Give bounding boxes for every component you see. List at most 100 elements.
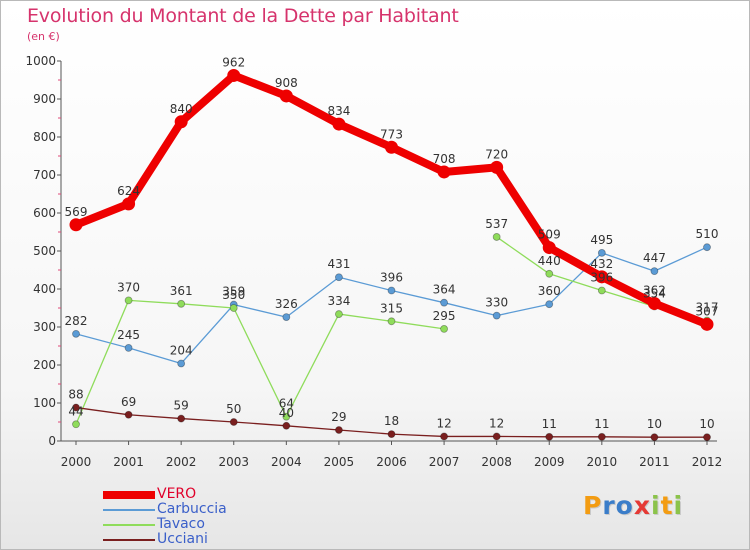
data-label-ucciani: 29 xyxy=(331,410,346,424)
data-point-ucciani xyxy=(650,433,659,442)
data-point-ucciani xyxy=(124,410,133,419)
x-tick-label: 2011 xyxy=(639,455,670,469)
y-tick-label: 200 xyxy=(33,358,56,372)
data-label-vero: 962 xyxy=(222,55,245,69)
data-label-vero: 708 xyxy=(433,152,456,166)
data-label-ucciani: 12 xyxy=(436,416,451,430)
data-label-carbuccia: 495 xyxy=(590,233,613,247)
y-tick-label: 900 xyxy=(33,92,56,106)
data-label-vero: 569 xyxy=(65,205,88,219)
data-point-vero xyxy=(385,140,398,154)
data-point-vero xyxy=(595,270,609,284)
data-label-tavaco: 64 xyxy=(279,397,294,411)
data-label-vero: 908 xyxy=(275,76,298,90)
data-label-ucciani: 10 xyxy=(647,417,662,431)
data-point-ucciani xyxy=(492,432,501,441)
chart-legend: VERO Carbuccia Tavaco Ucciani xyxy=(103,487,227,547)
legend-label: Ucciani xyxy=(157,531,208,547)
data-label-tavaco: 317 xyxy=(696,301,719,315)
data-point-tavaco xyxy=(440,324,448,333)
data-label-ucciani: 11 xyxy=(542,417,557,431)
data-label-carbuccia: 431 xyxy=(327,257,350,271)
data-point-vero xyxy=(490,160,504,174)
data-label-tavaco: 350 xyxy=(222,288,245,302)
data-point-carbuccia xyxy=(597,248,606,257)
legend-swatch xyxy=(103,538,155,541)
legend-item-vero: VERO xyxy=(103,487,227,502)
data-point-ucciani xyxy=(440,432,448,441)
data-point-carbuccia xyxy=(124,343,133,352)
y-tick-label: 0 xyxy=(48,434,56,448)
data-point-ucciani xyxy=(177,414,186,423)
data-label-vero: 509 xyxy=(538,228,561,242)
data-label-ucciani: 88 xyxy=(68,388,83,402)
chart-subtitle: (en €) xyxy=(27,30,60,43)
data-point-tavaco xyxy=(177,299,186,308)
data-point-tavaco xyxy=(124,296,133,305)
data-point-vero xyxy=(542,241,556,255)
y-tick-label: 100 xyxy=(33,396,56,410)
x-tick-label: 2006 xyxy=(376,455,407,469)
data-point-vero xyxy=(227,68,241,82)
logo-letter: t xyxy=(660,491,674,520)
data-point-tavaco xyxy=(545,269,554,278)
data-label-ucciani: 59 xyxy=(174,399,189,413)
data-label-ucciani: 12 xyxy=(489,416,504,430)
data-point-carbuccia xyxy=(492,311,501,320)
data-point-carbuccia xyxy=(440,298,448,307)
data-point-vero xyxy=(122,197,136,211)
legend-label: Tavaco xyxy=(157,516,205,532)
y-tick-label: 400 xyxy=(33,282,56,296)
legend-swatch xyxy=(103,523,155,526)
logo-letter: i xyxy=(673,491,684,520)
data-label-carbuccia: 364 xyxy=(433,283,456,297)
data-label-carbuccia: 204 xyxy=(170,343,193,357)
data-label-carbuccia: 447 xyxy=(643,251,666,265)
data-point-vero xyxy=(700,317,714,331)
data-label-tavaco: 334 xyxy=(327,294,350,308)
data-point-tavaco xyxy=(229,304,238,312)
proxiti-logo: Proxiti xyxy=(583,491,683,520)
data-point-ucciani xyxy=(282,421,291,430)
data-point-ucciani xyxy=(72,403,80,412)
data-label-carbuccia: 282 xyxy=(65,314,88,328)
legend-swatch xyxy=(103,508,155,511)
data-point-carbuccia xyxy=(703,243,711,252)
data-point-vero xyxy=(174,115,188,129)
data-label-tavaco: 440 xyxy=(538,254,561,268)
data-label-carbuccia: 330 xyxy=(485,296,508,310)
data-point-carbuccia xyxy=(650,267,659,276)
data-point-vero xyxy=(69,218,83,232)
data-label-carbuccia: 245 xyxy=(117,328,140,342)
data-label-ucciani: 11 xyxy=(594,417,609,431)
legend-item-tavaco: Tavaco xyxy=(103,517,227,532)
legend-label: Carbuccia xyxy=(157,501,227,517)
data-point-ucciani xyxy=(597,432,606,441)
data-point-carbuccia xyxy=(545,300,554,309)
legend-label: VERO xyxy=(157,486,197,502)
data-point-vero xyxy=(647,296,661,310)
y-tick-label: 600 xyxy=(33,206,56,220)
data-label-vero: 773 xyxy=(380,127,403,141)
data-label-carbuccia: 510 xyxy=(696,227,719,241)
data-label-vero: 624 xyxy=(117,184,140,198)
legend-item-carbuccia: Carbuccia xyxy=(103,502,227,517)
data-point-carbuccia xyxy=(177,359,186,368)
logo-letter: r xyxy=(602,491,616,520)
data-label-vero: 307 xyxy=(696,304,719,318)
data-label-carbuccia: 396 xyxy=(380,271,403,285)
y-tick-label: 1000 xyxy=(25,54,56,68)
data-point-ucciani xyxy=(387,430,396,439)
data-point-ucciani xyxy=(335,426,343,434)
x-tick-label: 2005 xyxy=(324,455,355,469)
data-label-tavaco: 537 xyxy=(485,217,508,231)
data-label-tavaco: 44 xyxy=(68,404,83,418)
y-tick-label: 300 xyxy=(33,320,56,334)
data-label-tavaco: 295 xyxy=(433,309,456,323)
data-point-ucciani xyxy=(703,433,711,442)
data-point-vero xyxy=(279,89,293,103)
data-label-ucciani: 18 xyxy=(384,414,399,428)
data-label-ucciani: 40 xyxy=(279,406,294,420)
data-point-carbuccia xyxy=(387,286,396,295)
chart-title: Evolution du Montant de la Dette par Hab… xyxy=(27,5,459,27)
